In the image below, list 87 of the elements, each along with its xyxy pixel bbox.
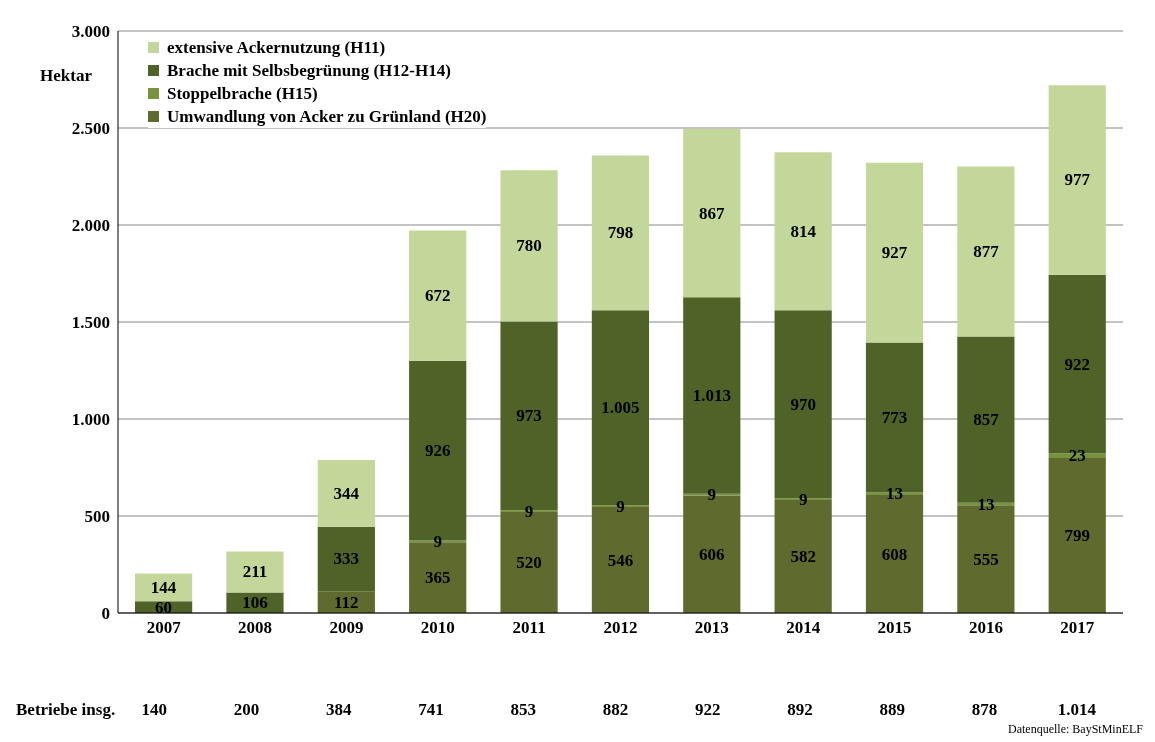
text: Betriebe insg. — [16, 700, 116, 720]
data-label: 13 — [886, 484, 904, 504]
text: 922 — [694, 700, 722, 720]
data-label: 9 — [524, 501, 534, 521]
x-tick-label: 2007 — [146, 618, 182, 638]
data-label: 922 — [1064, 354, 1090, 374]
legend-label: Brache mit Selbsbegrünung (H12-H14) — [167, 60, 451, 82]
text: 200 — [232, 700, 261, 720]
x-tick-label: 2016 — [968, 618, 1003, 638]
text: 741 — [417, 700, 445, 720]
data-label: 927 — [881, 243, 908, 263]
bar — [1048, 85, 1106, 275]
bar — [317, 526, 375, 592]
y-tick-label: 2.500 — [71, 119, 110, 139]
text: 853 — [509, 700, 537, 720]
bar — [591, 155, 650, 311]
data-label: 926 — [424, 441, 451, 461]
text: 1.014 — [1056, 700, 1097, 720]
text: 882 — [601, 700, 630, 720]
data-label: 798 — [607, 223, 634, 243]
data-label: 333 — [333, 549, 360, 569]
data-label: 857 — [973, 410, 1000, 430]
data-label: 814 — [790, 221, 817, 241]
x-tick-label: 2012 — [603, 618, 638, 638]
data-label: 9 — [798, 489, 808, 509]
x-tick-label: 2008 — [238, 618, 273, 638]
text: 140 — [140, 700, 168, 720]
data-label: 365 — [424, 568, 451, 588]
text: Datenquelle: BayStMinELF — [1008, 722, 1143, 737]
y-axis-title: Hektar — [40, 66, 92, 86]
data-label: 973 — [516, 406, 542, 426]
y-tick-label: 1.000 — [71, 410, 110, 430]
y-tick-label: 1.500 — [71, 313, 110, 333]
bar — [774, 152, 832, 311]
data-label: 672 — [424, 286, 451, 306]
y-tick-label: 500 — [84, 507, 110, 527]
data-label: 970 — [790, 394, 816, 414]
data-label: 13 — [977, 494, 995, 514]
x-tick-label: 2013 — [694, 618, 729, 638]
y-tick-label: 3.000 — [71, 22, 110, 42]
data-label: 1.013 — [692, 385, 731, 405]
data-label: 112 — [334, 592, 359, 612]
bar — [226, 551, 284, 593]
data-label: 144 — [150, 577, 177, 597]
data-label: 555 — [973, 549, 999, 569]
data-label: 977 — [1064, 170, 1091, 190]
y-tick-label: 0 — [101, 604, 110, 624]
data-label: 344 — [333, 483, 360, 503]
data-label: 799 — [1064, 526, 1090, 545]
x-tick-label: 2017 — [1060, 618, 1095, 638]
data-label: 546 — [607, 550, 634, 570]
legend-label: Stoppelbrache (H15) — [167, 83, 318, 105]
data-label: 867 — [699, 203, 726, 223]
text: 878 — [970, 700, 999, 720]
bar — [683, 128, 741, 298]
text: 384 — [324, 700, 353, 720]
bar — [317, 459, 375, 527]
data-label: 608 — [881, 544, 908, 564]
data-label: 106 — [242, 593, 268, 613]
data-label: 23 — [1068, 446, 1086, 466]
x-tick-label: 2015 — [877, 618, 912, 638]
data-label: 520 — [516, 553, 542, 573]
text: 889 — [878, 700, 907, 720]
bar — [135, 573, 193, 602]
data-label: 606 — [699, 544, 725, 564]
bar — [865, 162, 924, 343]
bar — [409, 230, 467, 361]
bar — [957, 166, 1015, 337]
data-label: 60 — [155, 597, 173, 617]
x-tick-label: 2010 — [420, 618, 455, 638]
data-label: 9 — [616, 496, 625, 516]
x-tick-label: 2014 — [786, 618, 821, 638]
data-label: 773 — [881, 408, 908, 428]
bar — [500, 170, 558, 322]
data-label: 9 — [433, 531, 442, 551]
legend-label: Umwandlung von Acker zu Grünland (H20) — [167, 106, 487, 128]
data-label: 9 — [707, 485, 717, 505]
data-label: 877 — [973, 241, 1000, 261]
x-tick-label: 2009 — [329, 618, 364, 638]
text: 892 — [786, 700, 814, 720]
legend-label: extensive Ackernutzung (H11) — [167, 37, 386, 59]
y-tick-label: 2.000 — [71, 216, 110, 236]
data-label: 1.005 — [601, 398, 640, 418]
data-label: 780 — [516, 236, 542, 256]
data-label: 211 — [242, 562, 268, 582]
data-label: 582 — [790, 547, 816, 567]
x-tick-label: 2011 — [512, 618, 546, 638]
